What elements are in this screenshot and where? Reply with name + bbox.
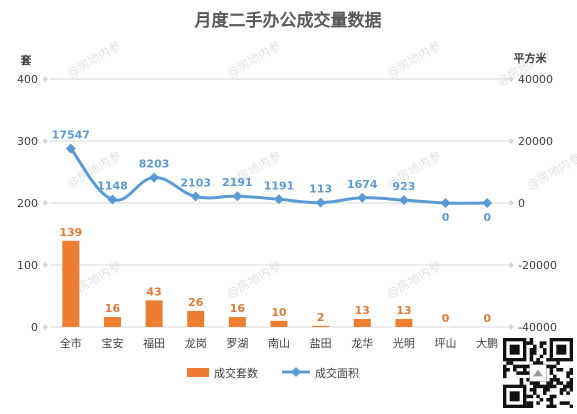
right-tick-label: 40000 (518, 73, 553, 86)
line-point (315, 197, 326, 208)
category-label: 南山 (268, 337, 290, 350)
left-axis-unit: 套 (21, 53, 33, 67)
line-point (149, 172, 160, 183)
right-tick-marker (508, 76, 514, 82)
line-point (232, 191, 243, 202)
watermark: @房地内参 (64, 38, 123, 81)
legend-label: 成交套数 (214, 366, 258, 380)
left-tick-label: 300 (17, 135, 38, 148)
right-axis: -40000 -20000 0 20000 40000 (508, 73, 557, 334)
bar (228, 317, 246, 327)
line-value-label: 113 (309, 183, 332, 196)
bar (353, 318, 371, 327)
bar (395, 318, 413, 327)
bar-series: 139 16 43 26 16 10 2 13 13 0 0 (59, 226, 491, 327)
watermark: @房地内参 (224, 258, 283, 301)
bar (270, 320, 288, 327)
line-value-label: 1148 (97, 179, 128, 192)
x-axis: 全市 宝安 福田 龙岗 罗湖 南山 盐田 龙华 光明 坪山 大鹏 (60, 336, 498, 350)
bar-value-label: 13 (396, 304, 411, 317)
line-value-label: 1674 (347, 178, 378, 191)
watermark: @房地内参 (524, 150, 577, 193)
left-tick-marker (42, 324, 48, 330)
watermark: @房地内参 (384, 258, 443, 301)
line-value-label: 17547 (52, 129, 90, 142)
left-tick-label: 0 (31, 321, 38, 334)
left-tick-marker (42, 76, 48, 82)
category-label: 大鹏 (476, 336, 498, 350)
right-axis-unit: 平方米 (514, 51, 548, 65)
left-tick-marker (42, 262, 48, 268)
category-label: 罗湖 (226, 337, 248, 350)
line-value-label: 1191 (264, 179, 295, 192)
right-tick-label: 20000 (518, 135, 553, 148)
line-value-label: 923 (392, 180, 415, 193)
category-label: 龙岗 (185, 337, 207, 350)
left-tick-label: 100 (17, 259, 38, 272)
bar-value-label: 26 (188, 296, 204, 309)
bar-value-label: 139 (59, 226, 82, 239)
left-tick-label: 200 (17, 197, 38, 210)
line-value-label: 2191 (222, 176, 253, 189)
right-tick-label: -40000 (518, 321, 557, 334)
qr-code (503, 338, 573, 408)
line-point (440, 198, 451, 208)
category-label: 福田 (143, 336, 165, 350)
legend: 成交套数 成交面积 (187, 366, 359, 380)
bar (312, 325, 330, 327)
category-label: 全市 (60, 336, 82, 350)
legend-label: 成交面积 (315, 366, 359, 380)
bar (62, 240, 80, 327)
line-point (107, 194, 118, 205)
line-value-label: 2103 (180, 176, 211, 189)
left-axis: 0 100 200 300 400 (17, 73, 48, 334)
left-tick-marker (42, 200, 48, 206)
category-label: 盐田 (310, 337, 332, 350)
line-point (398, 195, 409, 206)
category-label: 龙华 (351, 336, 373, 350)
watermark: @房地内参 (384, 38, 443, 81)
left-tick-label: 400 (17, 73, 38, 86)
category-label: 光明 (393, 336, 415, 350)
bar (187, 310, 205, 327)
bar-value-label: 2 (317, 311, 325, 324)
line-point (190, 191, 201, 202)
bar-value-label: 0 (442, 312, 450, 325)
bar-value-label: 43 (146, 285, 161, 298)
line-value-label: 0 (442, 211, 450, 224)
bar (103, 317, 121, 327)
line-value-label: 8203 (139, 158, 170, 171)
right-tick-label: 0 (518, 197, 525, 210)
bar-value-label: 16 (105, 302, 121, 315)
right-tick-marker (508, 138, 514, 144)
line-series: 17547 1148 8203 2103 2191 1191 113 1674 923 0 0 (52, 129, 493, 224)
bar-value-label: 10 (271, 306, 287, 319)
category-label: 宝安 (101, 336, 123, 350)
line-point (274, 194, 284, 205)
right-tick-label: -20000 (518, 259, 557, 272)
legend-swatch-bar (187, 368, 209, 377)
bar-value-label: 13 (355, 304, 370, 317)
line-point (65, 143, 76, 154)
bar-value-label: 16 (230, 302, 246, 315)
bar-value-label: 0 (483, 312, 491, 325)
bar (145, 300, 163, 327)
right-tick-marker (508, 200, 514, 206)
left-tick-marker (42, 138, 48, 144)
right-tick-marker (508, 324, 514, 330)
line-point (357, 192, 368, 203)
line-value-label: 0 (483, 211, 491, 224)
legend-swatch-marker (291, 367, 301, 377)
watermark: @房地内参 (224, 38, 283, 81)
line-point (482, 198, 493, 208)
category-label: 坪山 (435, 337, 457, 350)
right-tick-marker (508, 262, 514, 268)
chart-title: 月度二手办公成交量数据 (194, 10, 382, 31)
